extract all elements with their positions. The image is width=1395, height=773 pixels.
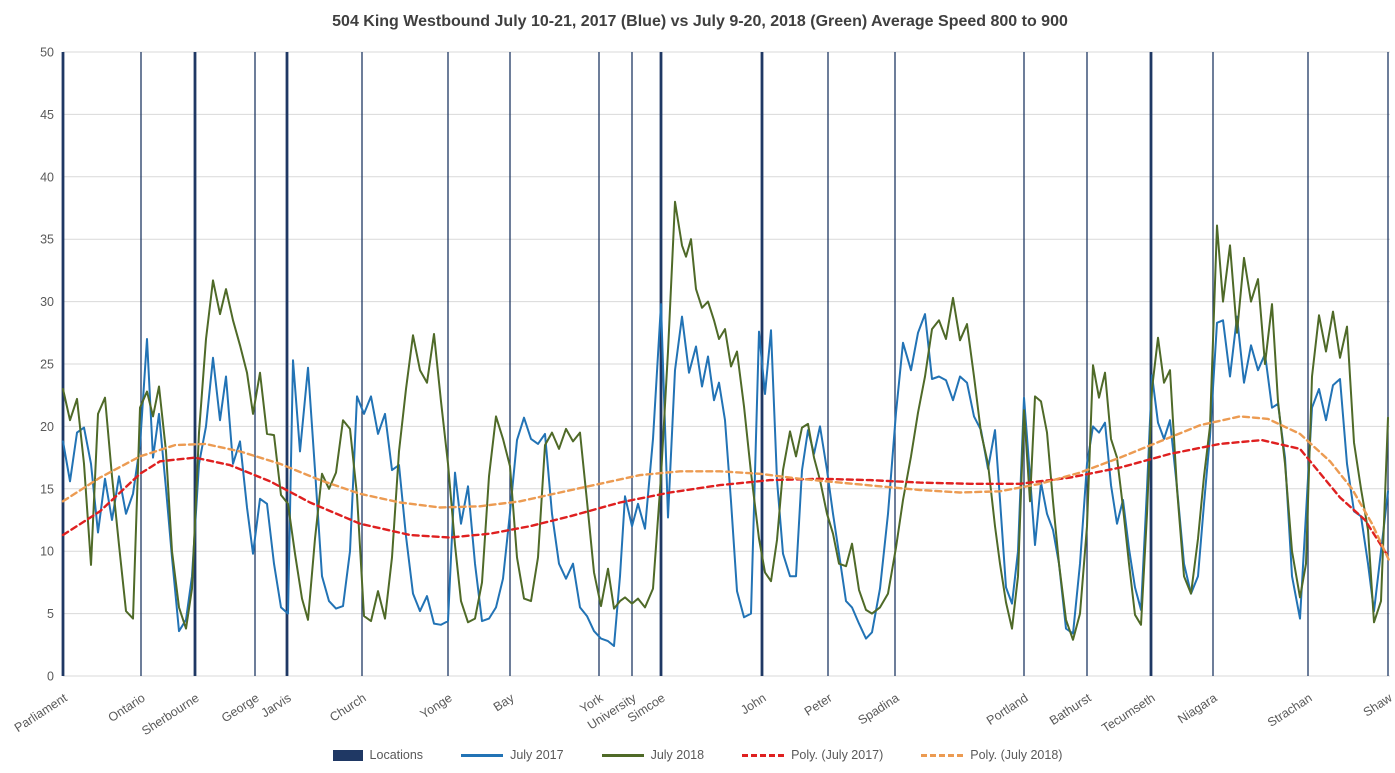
location-vertical-lines (61, 52, 1389, 676)
legend-item-july-2018: July 2018 (601, 748, 705, 762)
x-label-tecumseth: Tecumseth (1099, 691, 1157, 736)
y-tick-label-25: 25 (40, 358, 54, 372)
x-label-strachan: Strachan (1265, 691, 1315, 730)
x-label-niagara: Niagara (1175, 691, 1219, 727)
y-tick-label-40: 40 (40, 170, 54, 184)
legend-swatch-dashed-line (742, 753, 785, 757)
x-label-yonge: Yonge (418, 691, 455, 722)
y-tick-label-45: 45 (40, 108, 54, 122)
y-tick-label-15: 15 (40, 482, 54, 496)
x-label-portland: Portland (984, 691, 1031, 728)
gridlines (63, 51, 1390, 677)
x-label-parliament: Parliament (12, 690, 70, 735)
data-series-lines (61, 200, 1392, 647)
legend-label: July 2018 (650, 748, 705, 762)
y-tick-label-10: 10 (40, 545, 54, 559)
legend: Locations July 2017 July 2018 Poly. (July 2… (0, 740, 1395, 770)
x-label-bay: Bay (491, 690, 517, 714)
legend-label: Poly. (July 2018) (970, 748, 1063, 762)
x-label-shaw: Shaw (1361, 690, 1395, 719)
series-line-poly-july-2018- (61, 415, 1392, 564)
legend-label: Poly. (July 2017) (791, 748, 884, 762)
x-label-ontario: Ontario (106, 691, 148, 725)
legend-swatch-dashed-line (921, 753, 964, 757)
x-label-church: Church (327, 691, 368, 725)
legend-label: July 2017 (510, 748, 564, 762)
series-line-poly-july-2017- (61, 438, 1390, 558)
y-tick-label-35: 35 (40, 233, 54, 247)
series-line-july-2017 (62, 303, 1389, 647)
y-tick-label-5: 5 (47, 607, 54, 621)
x-label-peter: Peter (802, 691, 835, 719)
legend-label: Locations (369, 748, 424, 762)
legend-item-july-2017: July 2017 (461, 748, 564, 762)
legend-item-locations: Locations (332, 748, 424, 762)
chart-plot-area: 504 King Westbound July 10-21, 2017 (Blu… (12, 13, 1395, 738)
chart-title: 504 King Westbound July 10-21, 2017 (Blu… (332, 13, 1068, 30)
x-label-spadina: Spadina (856, 691, 902, 728)
y-tick-label-0: 0 (47, 670, 54, 684)
y-tick-label-20: 20 (40, 420, 54, 434)
x-label-john: John (738, 691, 768, 718)
legend-item-poly-july-2018-: Poly. (July 2018) (921, 748, 1062, 762)
legend-item-poly-july-2017-: Poly. (July 2017) (742, 748, 883, 762)
legend-swatch-box (332, 749, 363, 761)
x-label-bathurst: Bathurst (1047, 690, 1094, 727)
x-label-jarvis: Jarvis (259, 691, 294, 721)
legend-swatch-line (461, 753, 504, 757)
y-axis-tick-labels: 0 5 10 15 20 25 30 35 40 45 50 (40, 46, 54, 684)
series-line-july-2018 (62, 200, 1389, 641)
x-label-george: George (219, 691, 262, 725)
y-tick-label-30: 30 (40, 295, 54, 309)
y-tick-label-50: 50 (40, 46, 54, 60)
x-label-sherbourne: Sherbourne (139, 691, 201, 738)
legend-swatch-line (601, 753, 644, 757)
